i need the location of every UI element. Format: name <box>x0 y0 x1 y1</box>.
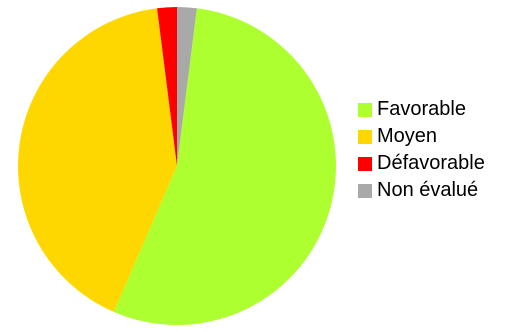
legend-swatch-defavorable <box>358 156 372 171</box>
legend-label-moyen: Moyen <box>377 125 438 147</box>
chart-legend: Favorable Moyen Défavorable Non évalué <box>358 96 485 204</box>
legend-item-moyen: Moyen <box>358 123 485 150</box>
legend-swatch-non-evalue <box>358 183 372 198</box>
pie-slice-favorable <box>113 8 336 325</box>
legend-item-favorable: Favorable <box>358 96 485 123</box>
legend-label-favorable: Favorable <box>377 98 466 120</box>
pie-slice-non-evalue <box>177 6 197 166</box>
legend-label-defavorable: Défavorable <box>377 152 485 174</box>
pie-slice-defavorable <box>157 6 177 166</box>
legend-swatch-moyen <box>358 129 372 144</box>
pie-slice-moyen <box>17 8 177 312</box>
legend-item-defavorable: Défavorable <box>358 150 485 177</box>
legend-swatch-favorable <box>358 102 372 117</box>
legend-item-non-evalue: Non évalué <box>358 177 485 204</box>
legend-label-non-evalue: Non évalué <box>377 179 479 201</box>
